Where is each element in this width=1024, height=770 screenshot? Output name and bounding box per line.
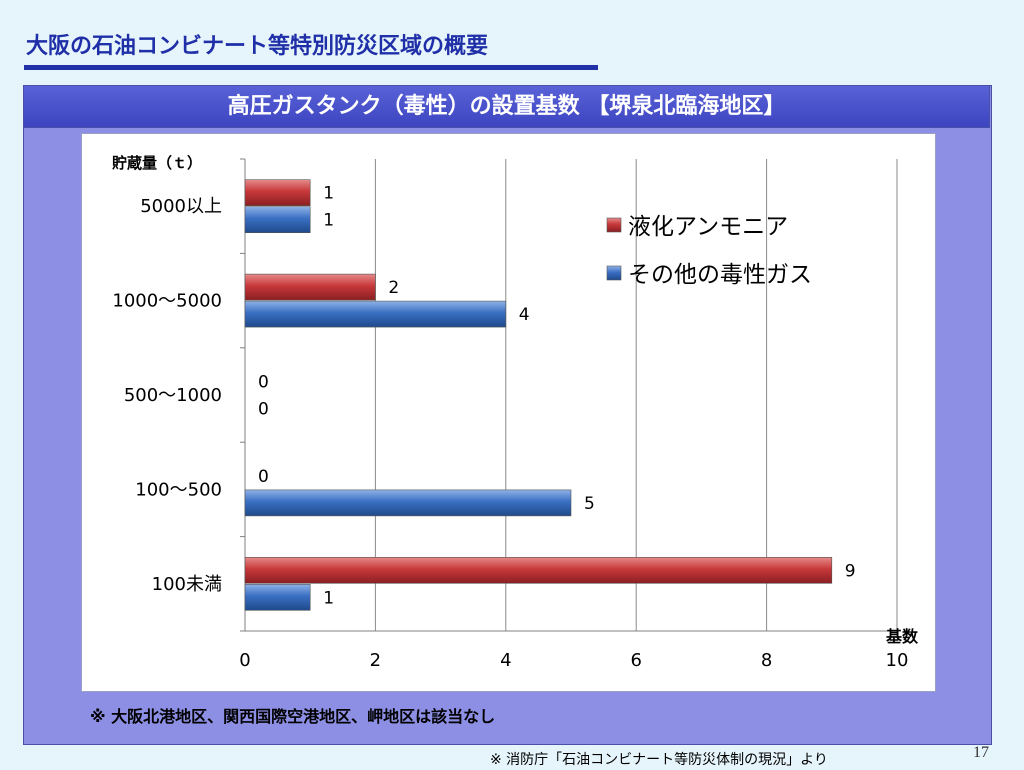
data-label: 1 [323,184,334,204]
bar-ammonia [244,556,833,584]
page-number: 17 [973,744,989,761]
category-label: 500～1000 [124,385,222,406]
bars [244,179,833,611]
y-axis-title: 貯蔵量（ｔ） [112,154,202,172]
legend-swatch [606,217,622,233]
bar-ammonia [244,273,376,301]
data-label: 9 [845,561,856,581]
legend-swatch [606,265,622,281]
category-label: 100～500 [135,479,222,500]
source-text: ※ 消防庁「石油コンビナート等防災体制の現況」より [490,752,828,768]
data-label: 1 [323,588,334,608]
labels: 0 2 4 6 8 10貯蔵量（ｔ）基数5000以上111000～500024500～10… [112,154,919,671]
chart-area: 0 2 4 6 8 10 貯蔵量（ｔ） 基数 5000以上 1 1 1000～5000 2 4 500～10… [81,133,936,692]
bar-other-toxic-gas [244,583,311,611]
bar-other-toxic-gas [244,300,507,328]
x-tick-label: 2 [370,650,381,671]
x-tick-label: 4 [500,650,511,671]
note-text: ※ 大阪北港地区、関西国際空港地区、岬地区は該当なし [90,707,496,726]
x-axis-title: 基数 [885,627,919,646]
data-label: 0 [258,373,269,393]
bar-other-toxic-gas [244,489,572,517]
category-label: 100未満 [152,574,222,595]
grid-lines [240,158,898,632]
data-label: 4 [519,305,530,325]
category-label: 1000～5000 [112,291,222,312]
category-label: 5000以上 [140,196,222,217]
data-label: 2 [388,278,399,298]
data-label: 0 [258,400,269,420]
slide-title: 大阪の石油コンビナート等特別防災区域の概要 [26,34,489,59]
bar-other-toxic-gas [244,206,311,233]
bar-ammonia [244,179,311,207]
legend-label: 液化アンモニア [628,214,788,240]
x-tick-label: 8 [761,650,772,671]
title-underline [24,65,598,70]
data-label: 1 [323,211,334,231]
x-tick-label: 6 [630,650,641,671]
bar-chart: 0 2 4 6 8 10貯蔵量（ｔ）基数5000以上111000～500024500～10… [112,154,919,671]
x-tick-label: 0 [239,650,250,671]
chart-title: 高圧ガスタンク（毒性）の設置基数 【堺泉北臨海地区】 [23,85,990,128]
data-label: 0 [258,467,269,487]
legend-label: その他の毒性ガス [628,262,812,288]
data-label: 5 [584,494,595,514]
x-tick-label: 10 [886,650,909,671]
